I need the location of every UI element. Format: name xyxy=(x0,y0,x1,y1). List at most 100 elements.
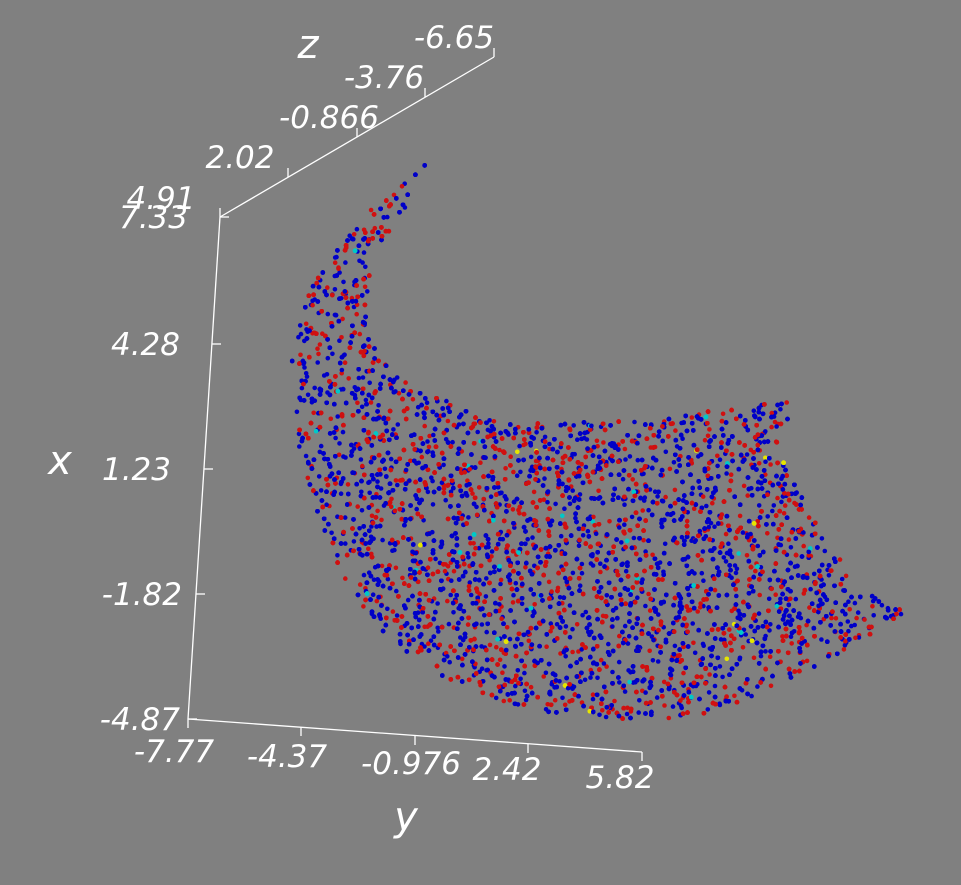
data-point xyxy=(622,623,628,629)
data-point xyxy=(465,551,471,556)
data-point xyxy=(467,580,473,585)
data-point xyxy=(479,666,485,671)
data-point xyxy=(489,549,495,554)
data-point xyxy=(325,285,330,290)
data-point xyxy=(765,514,770,519)
data-point xyxy=(672,643,678,649)
data-point xyxy=(360,375,366,380)
data-point xyxy=(763,649,768,654)
data-point xyxy=(870,604,875,609)
data-point xyxy=(705,433,711,439)
data-point xyxy=(724,694,729,699)
data-point xyxy=(476,485,482,490)
data-point xyxy=(819,536,825,541)
data-point xyxy=(789,641,794,646)
data-point xyxy=(727,627,732,632)
data-point xyxy=(328,416,334,422)
data-point xyxy=(451,568,457,574)
data-point xyxy=(745,493,750,498)
data-point xyxy=(558,444,563,450)
data-point xyxy=(580,612,585,618)
data-point xyxy=(380,537,385,543)
data-point xyxy=(312,385,318,391)
data-point xyxy=(316,474,322,479)
data-point xyxy=(391,192,397,198)
data-point xyxy=(846,599,851,604)
data-point xyxy=(667,466,673,472)
data-point xyxy=(361,572,367,578)
data-point xyxy=(662,541,668,547)
data-point xyxy=(758,565,764,570)
data-point xyxy=(467,466,473,472)
data-point xyxy=(543,670,549,676)
data-point xyxy=(425,439,430,444)
data-point xyxy=(504,625,510,630)
data-point xyxy=(376,403,381,408)
data-point xyxy=(382,466,388,472)
data-point xyxy=(324,502,329,508)
data-point xyxy=(414,506,420,512)
data-point xyxy=(363,264,368,270)
data-point xyxy=(310,302,315,308)
data-point xyxy=(661,679,667,685)
data-point xyxy=(806,515,812,520)
data-point xyxy=(408,458,413,464)
data-point xyxy=(588,675,593,680)
data-point xyxy=(567,634,573,640)
data-point xyxy=(354,226,360,232)
data-point xyxy=(707,427,712,432)
data-point xyxy=(635,595,640,600)
data-point xyxy=(316,351,321,357)
data-point xyxy=(343,576,348,581)
data-point xyxy=(497,657,503,663)
data-point xyxy=(715,463,720,469)
data-point xyxy=(524,607,529,613)
data-point xyxy=(419,454,425,460)
data-point xyxy=(756,461,762,466)
data-point xyxy=(698,601,703,606)
data-point xyxy=(394,588,399,594)
data-point xyxy=(782,503,788,508)
data-point xyxy=(342,360,348,366)
data-point xyxy=(636,710,641,715)
data-point xyxy=(385,576,391,582)
data-point xyxy=(590,519,595,524)
data-point xyxy=(367,380,373,386)
data-point xyxy=(368,207,374,213)
data-point xyxy=(369,513,375,519)
data-point xyxy=(361,250,367,255)
data-point xyxy=(734,566,740,572)
data-point xyxy=(508,454,513,460)
data-point xyxy=(656,612,661,617)
data-point xyxy=(837,557,843,562)
data-point xyxy=(518,676,523,682)
data-point xyxy=(637,698,642,703)
data-point xyxy=(826,573,832,578)
data-point xyxy=(737,657,742,662)
data-point xyxy=(744,452,750,457)
data-point xyxy=(768,683,774,689)
data-point xyxy=(707,672,712,677)
data-point xyxy=(631,535,637,541)
data-point xyxy=(652,489,658,495)
data-point xyxy=(766,596,772,602)
data-point xyxy=(705,707,711,712)
data-point xyxy=(617,633,622,639)
data-point xyxy=(829,568,834,573)
data-point xyxy=(497,602,502,607)
data-point xyxy=(701,643,706,648)
data-point xyxy=(692,650,698,656)
data-point xyxy=(623,568,629,574)
data-point xyxy=(849,623,854,629)
data-point xyxy=(487,418,492,423)
data-point xyxy=(753,568,758,574)
data-point xyxy=(626,633,632,639)
data-point xyxy=(689,415,695,420)
data-point xyxy=(763,429,768,434)
data-point xyxy=(690,621,695,626)
data-point xyxy=(625,705,630,711)
data-point xyxy=(704,503,709,509)
data-point xyxy=(500,670,505,675)
data-point xyxy=(391,427,396,432)
